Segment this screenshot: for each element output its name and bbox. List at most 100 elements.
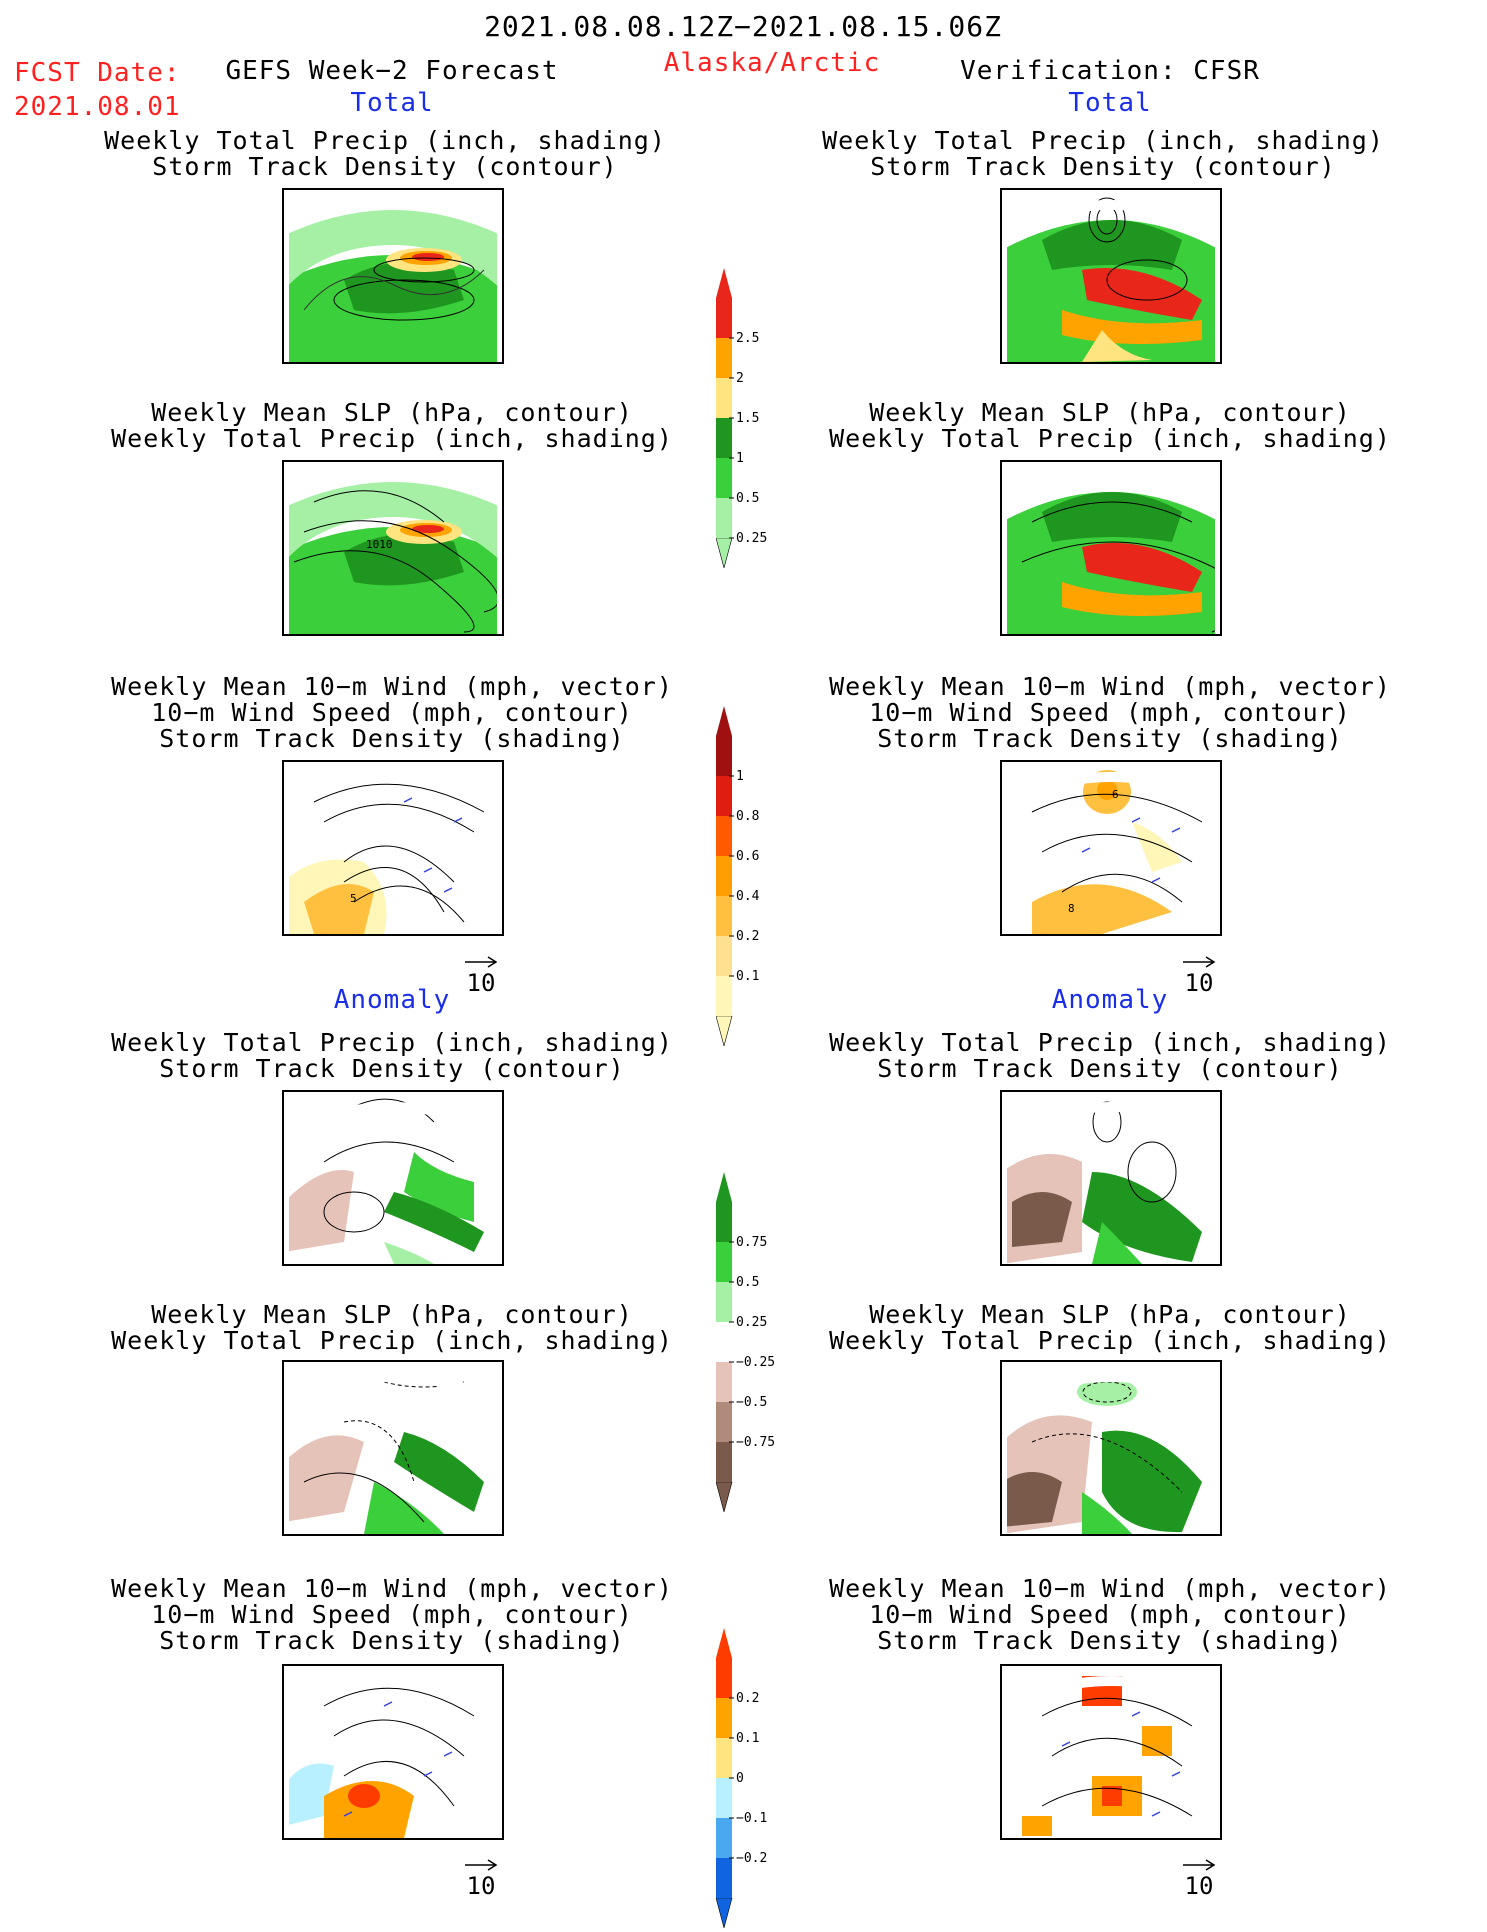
colorbar-bottom-arrow: [715, 1015, 733, 1048]
colorbar-top-arrow: [716, 1628, 732, 1658]
vector-ref-anom-verif: 10: [1164, 1858, 1234, 1900]
panel-title-anom-slp-fcst: Weekly Mean SLP (hPa, contour) Weekly To…: [111, 1300, 673, 1355]
panel-title-anom-slp-verif: Weekly Mean SLP (hPa, contour) Weekly To…: [829, 1300, 1391, 1355]
panel-title-total-precip-verif: Weekly Total Precip (inch, shading) Stor…: [822, 126, 1384, 181]
colorbar-segment: [716, 1818, 732, 1858]
colorbar-label: 0.25: [736, 1315, 767, 1330]
colorbar-bottom-arrow: [715, 1481, 733, 1514]
colorbar-top-arrow: [716, 1172, 732, 1202]
colorbar-segment: [716, 976, 732, 1016]
colorbar-segment: [716, 1202, 732, 1242]
colorbar-label: 2: [736, 371, 744, 386]
colorbar-segment: [716, 776, 732, 816]
colorbar-segment: [716, 418, 732, 458]
arrow-right-icon: [465, 956, 498, 968]
arrow-right-icon: [1183, 956, 1216, 968]
date-range: 2021.08.08.12Z−2021.08.15.06Z: [484, 10, 1002, 43]
colorbar-segment: [716, 1282, 732, 1322]
track-contour-label-right-a: 6: [1112, 788, 1119, 801]
map-anom-precip-fcst: [282, 1090, 504, 1266]
colorbar-segment: [716, 1858, 732, 1898]
colorbar-segment: [716, 458, 732, 498]
colorbar-label: −0.25: [736, 1355, 775, 1370]
section-total-right: Total: [1068, 88, 1152, 118]
map-anom-slp-verif: [1000, 1360, 1222, 1536]
map-anom-slp-fcst: [282, 1360, 504, 1536]
section-anomaly-left: Anomaly: [333, 985, 451, 1015]
section-anomaly-right: Anomaly: [1051, 985, 1169, 1015]
arrow-right-icon: [465, 1859, 498, 1871]
vector-ref-total-fcst: 10: [446, 955, 516, 997]
map-total-precip-verif: [1000, 188, 1222, 364]
map-total-slp-verif: [1000, 460, 1222, 636]
colorbar-segment: [716, 1242, 732, 1282]
colorbar-segment: [716, 338, 732, 378]
track-contour-label-left: 5: [350, 892, 357, 905]
panel-title-total-slp-verif: Weekly Mean SLP (hPa, contour) Weekly To…: [829, 398, 1391, 453]
track-contour-label-right-b: 8: [1068, 902, 1075, 915]
colorbar-segment: [716, 378, 732, 418]
colorbar-label: 0.1: [736, 969, 759, 984]
colorbar-label: 1: [736, 769, 744, 784]
fcst-date-value: 2021.08.01: [14, 92, 181, 122]
total-track-svg: 1 0.8 0.6 0.4 0.2 0.1: [715, 706, 760, 1048]
colorbar-anom-precip: 0.75 0.5 0.25 −0.25 −0.5 −0.75: [715, 1172, 796, 1516]
total-precip-svg: 2.5 2 1.5 1 0.5 0.25: [715, 268, 767, 570]
map-total-wind-verif: 6 8: [1000, 760, 1222, 936]
panel-title-anom-wind-verif: Weekly Mean 10−m Wind (mph, vector) 10−m…: [829, 1574, 1391, 1655]
panel-title-total-wind-fcst: Weekly Mean 10−m Wind (mph, vector) 10−m…: [111, 672, 673, 753]
colorbar-label: 1: [736, 451, 744, 466]
colorbar-label: 0: [736, 1771, 744, 1786]
colorbar-top-arrow: [716, 268, 732, 298]
colorbar-segment: [716, 1698, 732, 1738]
panel-title-anom-wind-fcst: Weekly Mean 10−m Wind (mph, vector) 10−m…: [111, 1574, 673, 1655]
colorbar-label: −0.1: [736, 1811, 767, 1826]
colorbar-segment: [716, 498, 732, 538]
colorbar-label: −0.75: [736, 1435, 775, 1450]
colorbar-segment: [716, 1738, 732, 1778]
colorbar-segment: [716, 1322, 732, 1362]
colorbar-label: 0.25: [736, 531, 767, 546]
colorbar-bottom-arrow: [715, 537, 733, 570]
colorbar-label: 0.6: [736, 849, 759, 864]
panel-title-total-wind-verif: Weekly Mean 10−m Wind (mph, vector) 10−m…: [829, 672, 1391, 753]
colorbar-label: 0.5: [736, 491, 759, 506]
anom-track-svg: 0.2 0.1 0 −0.1 −0.2: [715, 1628, 767, 1930]
map-total-precip-fcst: [282, 188, 504, 364]
panel-title-anom-precip-verif: Weekly Total Precip (inch, shading) Stor…: [829, 1028, 1391, 1083]
slp-contour-label: 1010: [366, 538, 393, 551]
colorbar-segment: [716, 936, 732, 976]
arrow-right-icon: [1183, 1859, 1216, 1871]
map-anom-precip-verif: [1000, 1090, 1222, 1266]
colorbar-label: 1.5: [736, 411, 759, 426]
map-anom-wind-verif: [1000, 1664, 1222, 1840]
vector-ref-total-verif: 10: [1164, 955, 1234, 997]
colorbar-label: −0.2: [736, 1851, 767, 1866]
panel-title-total-precip-fcst: Weekly Total Precip (inch, shading) Stor…: [104, 126, 666, 181]
region-title: Alaska/Arctic: [663, 48, 881, 78]
colorbar-segment: [716, 856, 732, 896]
colorbar-bottom-arrow: [715, 1897, 733, 1930]
colorbar-label: 0.2: [736, 1691, 759, 1706]
fcst-date-label: FCST Date:: [14, 58, 181, 88]
panel-title-anom-precip-fcst: Weekly Total Precip (inch, shading) Stor…: [111, 1028, 673, 1083]
colorbar-anom-track: 0.2 0.1 0 −0.1 −0.2: [715, 1628, 796, 1932]
anom-precip-svg: 0.75 0.5 0.25 −0.25 −0.5 −0.75: [715, 1172, 775, 1514]
colorbar-label: 0.4: [736, 889, 760, 904]
colorbar-segment: [716, 1442, 732, 1482]
map-total-wind-fcst: 5: [282, 760, 504, 936]
colorbar-label: −0.5: [736, 1395, 767, 1410]
colorbar-label: 0.8: [736, 809, 759, 824]
colorbar-segment: [716, 736, 732, 776]
colorbar-segment: [716, 1362, 732, 1402]
colorbar-segment: [716, 896, 732, 936]
colorbar-segment: [716, 298, 732, 338]
colorbar-total-track: 1 0.8 0.6 0.4 0.2 0.1: [715, 706, 796, 1050]
vector-ref-anom-fcst: 10: [446, 1858, 516, 1900]
colorbar-label: 2.5: [736, 331, 759, 346]
colorbar-label: 0.2: [736, 929, 759, 944]
colorbar-segment: [716, 1778, 732, 1818]
map-anom-wind-fcst: [282, 1664, 504, 1840]
section-total-left: Total: [350, 88, 434, 118]
colorbar-segment: [716, 816, 732, 856]
